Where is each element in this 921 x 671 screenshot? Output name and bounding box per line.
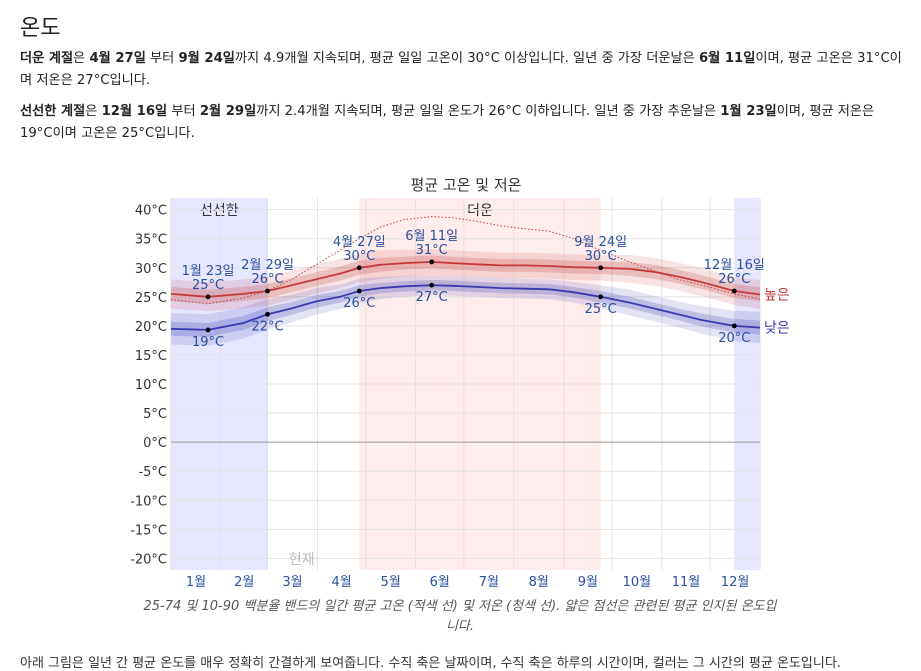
x-tick-label: 6월	[430, 575, 450, 590]
chart-title: 평균 고온 및 저온	[411, 176, 522, 194]
annotation-date: 9월 24일	[574, 235, 627, 250]
annotation-value: 26°C	[718, 272, 750, 287]
grid	[170, 198, 761, 570]
annotation-value: 22°C	[251, 319, 283, 334]
season-band-label: 더운	[467, 203, 493, 219]
y-tick-label: 10°C	[135, 378, 167, 393]
cool-season-end: 2월 29일	[199, 104, 257, 119]
annotation-point	[356, 265, 362, 271]
annotation-point	[598, 265, 604, 271]
annotation-value: 26°C	[343, 296, 375, 311]
text: 부터	[167, 104, 200, 119]
text: 까지 2.4개월 지속되며, 평균 일일 온도가 26°C 이하입니다. 일년 …	[256, 104, 721, 119]
x-tick-label: 9월	[578, 575, 598, 590]
hot-season-end: 9월 24일	[178, 51, 235, 66]
y-tick-label: 5°C	[143, 407, 167, 422]
annotation-date: 12월 16일	[704, 258, 765, 273]
hot-season-label: 더운 계절	[20, 51, 74, 66]
annotation-point	[265, 311, 270, 317]
band-10-90	[171, 275, 760, 346]
page-title: 온도	[20, 16, 61, 41]
x-tick-label: 8월	[529, 575, 549, 590]
x-tick-label: 1월	[186, 575, 206, 590]
annotation-value: 30°C	[585, 249, 617, 264]
temperature-chart: 평균 고온 및 저온 선선한 더운 40°C 35°C 30°C 25°C 20°C 15°…	[130, 176, 790, 590]
annotation-point	[731, 323, 737, 329]
season-band-label: 선선한	[200, 203, 239, 219]
y-tick-label: 40°C	[135, 204, 167, 219]
next-paragraph: 아래 그림은 일년 간 평균 온도를 매우 정확히 간결하게 보여줍니다. 수직…	[20, 656, 841, 671]
series-label: 높은	[764, 287, 790, 303]
cool-season-start: 12월 16일	[101, 104, 168, 119]
x-tick-label: 3월	[282, 575, 302, 590]
y-tick-label: 25°C	[135, 291, 167, 306]
cool-season-paragraph: 선선한 계절은 12월 16일 부터 2월 29일까지 2.4개월 지속되며, …	[20, 101, 905, 145]
band-10-90	[171, 249, 760, 312]
coldest-day: 1월 23일	[720, 104, 777, 119]
annotation-value: 25°C	[585, 302, 617, 317]
x-tick-label: 11월	[672, 575, 701, 590]
text: 이며, 평균 고온은 31°C이며 저온은 27°C입니다.	[20, 51, 902, 88]
y-tick-label: 35°C	[135, 233, 167, 248]
annotation-value: 20°C	[718, 331, 750, 346]
annotation-date: 2월 29일	[241, 258, 294, 273]
y-tick-label: -15°C	[130, 523, 167, 538]
annotation-date: 6월 11일	[405, 229, 458, 244]
axis-ticks: 40°C 35°C 30°C 25°C 20°C 15°C 10°C 5°C 0°C -5°C -1…	[130, 204, 749, 590]
y-tick-label: 15°C	[135, 349, 167, 364]
y-tick-label: 30°C	[135, 262, 167, 277]
chart-caption: 25-74 및 10-90 백분율 밴드의 일간 평균 고온 (적색 선) 및 …	[143, 599, 777, 634]
y-tick-label: -5°C	[138, 465, 167, 480]
y-tick-label: -10°C	[130, 494, 167, 509]
text: 은	[85, 104, 102, 119]
x-tick-label: 10월	[623, 575, 652, 590]
series-lines	[170, 216, 761, 331]
annotation-date: 4월 27일	[333, 235, 386, 250]
x-tick-label: 5월	[381, 575, 401, 590]
hot-season-start: 4월 27일	[89, 51, 146, 66]
x-tick-label: 7월	[479, 575, 499, 590]
y-tick-label: 0°C	[143, 436, 167, 451]
text: 까지 4.9개월 지속되며, 평균 일일 고온이 30°C 이상입니다. 일년 …	[234, 51, 699, 66]
text: 은	[73, 51, 90, 66]
x-tick-label: 4월	[331, 575, 351, 590]
annotation-point	[205, 327, 211, 333]
annotation-point	[205, 294, 211, 300]
annotation-point	[429, 282, 435, 288]
annotation-value: 30°C	[343, 249, 375, 264]
perceived-temp-line	[170, 216, 761, 305]
y-tick-label: 20°C	[135, 320, 167, 335]
annotation-point	[731, 288, 737, 294]
annotation-point	[265, 288, 270, 294]
annotation-value: 31°C	[416, 243, 448, 258]
now-label: 현재	[289, 552, 315, 568]
series-line	[170, 284, 761, 331]
hot-season-paragraph: 더운 계절은 4월 27일 부터 9월 24일까지 4.9개월 지속되며, 평균…	[20, 48, 905, 92]
hottest-day: 6월 11일	[698, 51, 756, 66]
band-25-75	[171, 280, 760, 337]
cool-season-label: 선선한 계절	[20, 104, 86, 119]
y-tick-label: -20°C	[130, 552, 167, 567]
annotation-point	[598, 294, 604, 300]
text: 부터	[145, 51, 179, 66]
text: 이며, 평균 저온은 19°C이며 고온은 25°C입니다.	[20, 104, 875, 141]
annotation-point	[356, 288, 362, 294]
annotation-value: 25°C	[192, 278, 224, 293]
annotation-value: 27°C	[416, 290, 448, 305]
annotation-value: 19°C	[192, 335, 224, 350]
annotation-date: 1월 23일	[182, 264, 235, 279]
annotation-point	[429, 259, 435, 265]
annotation-value: 26°C	[251, 272, 283, 287]
x-tick-label: 12월	[721, 575, 750, 590]
x-tick-label: 2월	[234, 575, 254, 590]
series-label: 낮은	[764, 321, 790, 337]
